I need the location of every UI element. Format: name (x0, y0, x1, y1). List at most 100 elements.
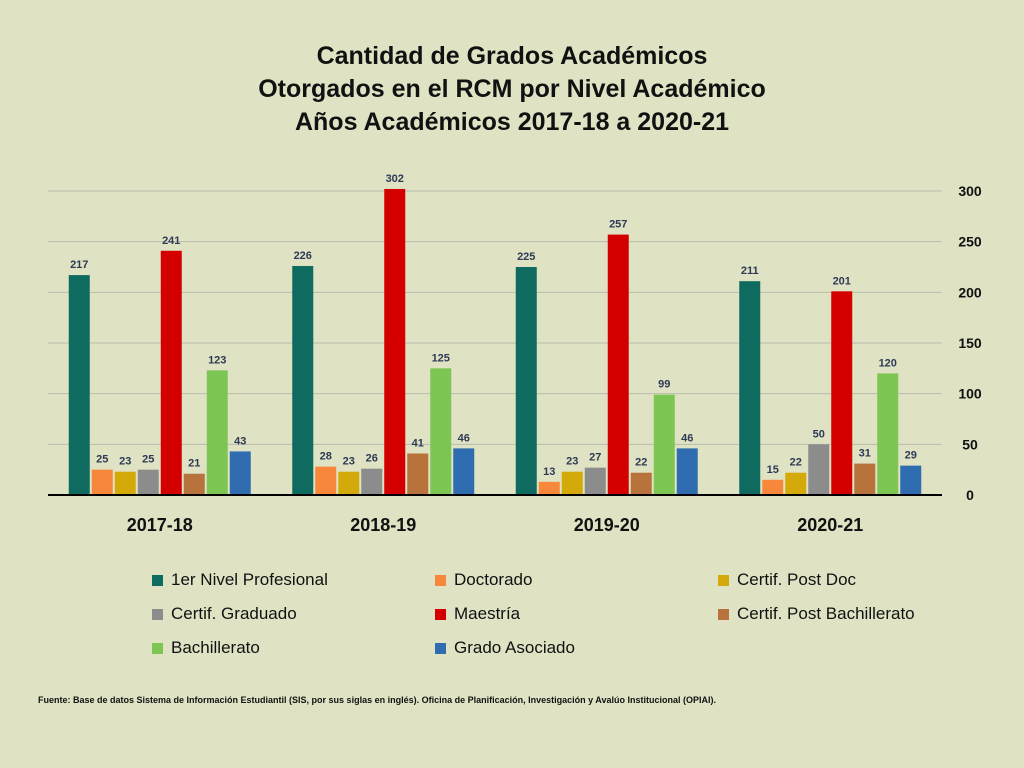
data-label: 23 (566, 456, 578, 468)
data-label: 225 (517, 251, 535, 263)
bar (384, 188, 406, 495)
data-label: 241 (162, 235, 180, 247)
legend-label: Certif. Post Doc (737, 570, 857, 589)
legend-label: Bachillerato (171, 638, 260, 657)
legend-entry: Certif. Graduado (152, 602, 435, 626)
data-label: 25 (142, 454, 154, 466)
y-tick-label: 150 (958, 335, 982, 351)
legend-label: 1er Nivel Profesional (171, 570, 328, 589)
data-label: 28 (320, 451, 332, 463)
bar (292, 265, 314, 495)
data-label: 31 (859, 448, 871, 460)
x-tick-label: 2017-18 (127, 515, 193, 535)
data-label: 26 (366, 453, 378, 465)
data-label: 13 (543, 466, 555, 478)
legend-swatch (435, 608, 446, 620)
data-label: 211 (741, 265, 759, 277)
bar (338, 471, 360, 495)
data-label: 50 (813, 428, 825, 440)
y-tick-label: 200 (958, 284, 982, 300)
data-label: 15 (767, 464, 779, 476)
data-label: 46 (458, 432, 470, 444)
bar (584, 467, 606, 495)
bar (785, 472, 807, 495)
legend-label: Maestría (454, 604, 521, 623)
bar (407, 453, 429, 495)
source-note: Fuente: Base de datos Sistema de Informa… (38, 695, 716, 705)
data-label: 201 (833, 275, 851, 287)
bar (68, 275, 90, 495)
x-tick-label: 2018-19 (350, 515, 416, 535)
data-label: 27 (589, 452, 601, 464)
legend-swatch (152, 574, 163, 586)
data-label: 302 (386, 173, 404, 185)
y-tick-label: 50 (962, 436, 978, 452)
legend-entry: Certif. Post Doc (718, 568, 972, 592)
data-label: 29 (905, 450, 917, 462)
data-label: 25 (96, 454, 108, 466)
bar (315, 466, 337, 495)
bar (762, 479, 784, 495)
bar (739, 281, 761, 495)
legend-label: Certif. Post Bachillerato (737, 604, 915, 623)
chart-legend: 1er Nivel Profesional Doctorado Certif. Po… (152, 568, 972, 660)
bar (160, 250, 182, 495)
chart-title-line-3: Años Académicos 2017-18 a 2020-21 (294, 108, 730, 136)
data-label: 21 (188, 458, 200, 470)
data-label: 226 (294, 250, 312, 262)
legend-label: Grado Asociado (454, 638, 575, 657)
data-label: 22 (635, 457, 647, 469)
legend-swatch (152, 642, 163, 654)
bar (229, 451, 251, 495)
data-label: 22 (790, 457, 802, 469)
data-label: 217 (70, 259, 88, 271)
bar (607, 234, 629, 495)
bar (515, 267, 537, 495)
legend-swatch (435, 574, 446, 586)
bar (900, 465, 922, 495)
bar (877, 373, 899, 495)
legend-swatch (718, 608, 729, 620)
y-tick-label: 300 (958, 183, 982, 199)
legend-entry: Grado Asociado (435, 636, 718, 660)
bar (538, 481, 560, 495)
data-label: 46 (681, 432, 693, 444)
data-label: 41 (412, 437, 424, 449)
bar (453, 448, 475, 495)
legend-entry: Bachillerato (152, 636, 435, 660)
chart-title: Cantidad de Grados Académicos Otorgados … (0, 40, 1024, 139)
data-label: 125 (432, 352, 450, 364)
y-tick-label: 0 (966, 487, 974, 503)
bar (361, 468, 383, 495)
data-label: 257 (609, 219, 627, 231)
legend-swatch (435, 642, 446, 654)
chart-title-line-2: Otorgados en el RCM por Nivel Académico (258, 75, 766, 103)
bar (91, 469, 113, 495)
bar (653, 394, 675, 495)
legend-entry: Maestría (435, 602, 718, 626)
data-label: 99 (658, 379, 670, 391)
x-tick-label: 2020-21 (797, 515, 863, 535)
x-tick-label: 2019-20 (574, 515, 640, 535)
legend-label: Doctorado (454, 570, 533, 589)
bar (114, 471, 136, 495)
bar (831, 291, 853, 495)
data-label: 123 (208, 354, 226, 366)
bar (676, 448, 698, 495)
data-label: 43 (234, 435, 246, 447)
data-label: 120 (879, 357, 897, 369)
legend-label: Certif. Graduado (171, 604, 297, 623)
y-tick-label: 100 (958, 386, 982, 402)
bar (206, 370, 228, 495)
legend-entry: Certif. Post Bachillerato (718, 602, 972, 626)
legend-swatch (152, 608, 163, 620)
bar (630, 472, 652, 495)
data-label: 23 (343, 456, 355, 468)
bar (183, 473, 205, 495)
data-label: 23 (119, 456, 131, 468)
legend-entry: Doctorado (435, 568, 718, 592)
legend-swatch (718, 574, 729, 586)
bar (561, 471, 583, 495)
bar (808, 444, 830, 495)
